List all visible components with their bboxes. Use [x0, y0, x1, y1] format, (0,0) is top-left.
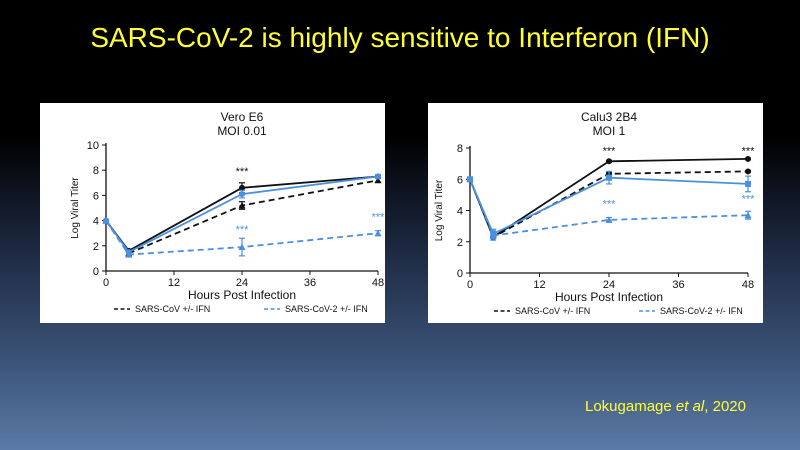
data-point — [238, 201, 246, 209]
y-axis-label: Log Viral Titer — [70, 177, 81, 239]
y-tick-label: 0 — [93, 266, 99, 278]
data-point — [745, 168, 751, 175]
citation-year: , 2020 — [704, 398, 746, 415]
y-tick-label: 4 — [457, 206, 463, 218]
y-tick-label: 2 — [93, 241, 99, 253]
data-point — [102, 217, 110, 224]
data-point — [605, 216, 613, 223]
legend-label: SARS-CoV +/- IFN — [135, 304, 210, 314]
series-line — [469, 178, 749, 237]
y-tick-label: 2 — [457, 237, 463, 249]
legend-label: SARS-CoV-2 +/- IFN — [285, 304, 368, 314]
data-point — [744, 211, 752, 219]
x-tick-label: 0 — [103, 277, 109, 289]
y-tick-label: 8 — [457, 143, 463, 155]
legend-label: SARS-CoV-2 +/- IFN — [660, 306, 743, 316]
data-point — [374, 176, 382, 184]
data-point — [125, 251, 133, 258]
citation: Lokugamage et al, 2020 — [585, 398, 746, 415]
chart-panel-vero: Vero E6 MOI 0.01 0 2 4 6 8 10 0 12 24 36 48 Hours Pos… — [40, 103, 385, 323]
chart-subtitle: MOI 1 — [593, 124, 626, 138]
data-point — [606, 158, 612, 165]
x-tick-label: 36 — [672, 279, 684, 291]
y-tick-label: 4 — [93, 216, 99, 228]
significance-annotation: *** — [236, 166, 250, 178]
citation-authors: Lokugamage — [585, 398, 672, 415]
series-line — [105, 175, 379, 254]
y-tick-label: 0 — [457, 268, 463, 280]
chart-title: Vero E6 — [221, 110, 264, 124]
x-axis-label: Hours Post Infection — [188, 288, 296, 302]
x-axis-label: Hours Post Infection — [555, 290, 663, 304]
data-point — [466, 175, 474, 183]
data-point — [374, 229, 382, 237]
chart-panel-calu3: Calu3 2B4 MOI 1 0 2 4 6 8 0 12 24 36 48 Hours Post I… — [428, 103, 763, 323]
significance-annotation: *** — [742, 145, 756, 157]
x-tick-label: 48 — [372, 277, 384, 289]
significance-annotation: *** — [236, 224, 250, 236]
chart-title: Calu3 2B4 — [581, 110, 637, 124]
data-point — [238, 243, 246, 251]
significance-annotation: *** — [372, 212, 385, 224]
citation-etal: et al — [675, 398, 705, 415]
x-tick-label: 24 — [236, 277, 248, 289]
x-tick-label: 24 — [603, 279, 615, 291]
series-line — [469, 176, 749, 236]
x-tick-label: 12 — [533, 279, 545, 291]
legend-label: SARS-CoV +/- IFN — [515, 306, 590, 316]
x-tick-label: 36 — [304, 277, 316, 289]
chart-subtitle: MOI 0.01 — [217, 124, 267, 138]
series-line — [105, 179, 379, 255]
slide-title: SARS-CoV-2 is highly sensitive to Interf… — [90, 22, 710, 53]
y-tick-label: 6 — [93, 190, 99, 202]
data-point — [239, 184, 245, 191]
data-point — [745, 180, 751, 187]
y-tick-label: 10 — [87, 140, 99, 152]
x-tick-label: 48 — [742, 279, 754, 291]
data-point — [489, 232, 497, 239]
significance-annotation: *** — [603, 198, 617, 210]
significance-annotation: *** — [603, 145, 617, 157]
series-line — [105, 220, 379, 256]
data-point — [606, 174, 612, 181]
data-point — [239, 191, 245, 198]
data-point — [375, 173, 381, 180]
x-tick-label: 12 — [168, 277, 180, 289]
data-point — [745, 155, 751, 162]
y-tick-label: 8 — [93, 165, 99, 177]
x-tick-label: 0 — [467, 279, 473, 291]
significance-annotation: *** — [742, 194, 756, 206]
y-axis-label: Log Viral Titer — [434, 179, 445, 241]
y-tick-label: 6 — [457, 174, 463, 186]
